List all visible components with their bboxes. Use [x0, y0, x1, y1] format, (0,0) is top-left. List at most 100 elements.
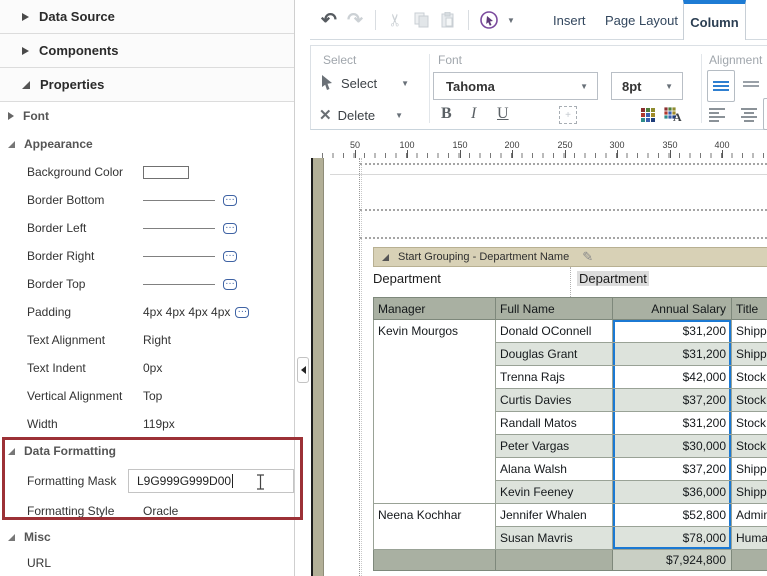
section-font[interactable]: Font [0, 102, 294, 130]
background-color-button[interactable] [641, 108, 655, 122]
table-row: Neena Kochhar Jennifer Whalen $52,800 Ad… [373, 503, 767, 550]
delete-tool-button[interactable]: ✕ Delete ▼ [319, 106, 403, 124]
prop-padding-value[interactable]: 4px 4px 4px 4px [143, 305, 231, 319]
title-cell[interactable]: Stock C [731, 388, 767, 412]
salary-cell[interactable]: $78,000 [612, 526, 732, 550]
salary-cell[interactable]: $37,200 [612, 388, 732, 412]
select-tool-button[interactable]: Select ▼ [319, 74, 409, 92]
manager-cell[interactable]: Neena Kochhar [373, 503, 496, 550]
section-data-formatting[interactable]: Data Formatting [0, 438, 294, 464]
border-line-preview[interactable] [143, 227, 215, 229]
prop-text-indent-value[interactable]: 0px [143, 361, 163, 375]
panel-properties[interactable]: Properties [0, 68, 294, 102]
salary-cell[interactable]: $31,200 [612, 411, 732, 435]
full-name-cell[interactable]: Kevin Feeney [495, 480, 613, 504]
table-header-row: Manager Full Name Annual Salary Title [373, 297, 767, 320]
title-cell[interactable]: Shippin [731, 457, 767, 481]
full-name-cell[interactable]: Susan Mavris [495, 526, 613, 550]
salary-cell[interactable]: $30,000 [612, 434, 732, 458]
header-full-name[interactable]: Full Name [495, 297, 613, 320]
cut-icon: ✂ [386, 12, 405, 28]
department-field-cell[interactable]: Department [571, 267, 767, 297]
align-center-button[interactable] [741, 108, 757, 122]
bold-button[interactable]: B [441, 105, 452, 122]
full-name-cell[interactable]: Randall Matos [495, 411, 613, 435]
border-line-preview[interactable] [143, 283, 215, 285]
salary-cell[interactable]: $31,200 [612, 319, 732, 343]
title-cell[interactable]: Admini [731, 503, 767, 527]
tab-page-layout[interactable]: Page Layout [605, 0, 678, 40]
salary-cell[interactable]: $37,200 [612, 457, 732, 481]
full-name-cell[interactable]: Alana Walsh [495, 457, 613, 481]
full-name-cell[interactable]: Donald OConnell [495, 319, 613, 343]
ellipsis-icon[interactable]: … [223, 249, 237, 262]
edit-pencil-icon[interactable]: ✎ [582, 249, 594, 264]
ellipsis-icon[interactable]: … [223, 221, 237, 234]
undo-button[interactable]: ↶ [316, 7, 342, 33]
align-top-icon [713, 81, 729, 91]
title-cell[interactable]: Human [731, 526, 767, 550]
prop-vertical-alignment-value[interactable]: Top [143, 389, 163, 403]
section-appearance[interactable]: Appearance [0, 130, 294, 158]
toolbar-separator [375, 10, 376, 30]
font-family-select[interactable]: Tahoma ▼ [433, 72, 598, 100]
ellipsis-icon[interactable]: … [223, 277, 237, 290]
preview-button[interactable] [476, 7, 502, 33]
total-full-name-cell[interactable] [495, 549, 613, 571]
underline-button[interactable]: U [497, 105, 509, 122]
sidebar-collapse-handle[interactable] [297, 357, 309, 383]
align-middle-button[interactable] [743, 81, 759, 87]
ellipsis-icon[interactable]: … [235, 305, 250, 318]
title-cell[interactable]: Stock C [731, 434, 767, 458]
manager-cell[interactable]: Kevin Mourgos [373, 319, 496, 504]
formatting-mask-input[interactable]: L9G999G999D00 [128, 469, 294, 493]
department-label-cell[interactable]: Department [373, 267, 571, 297]
tab-column[interactable]: Column [683, 0, 746, 40]
header-annual-salary[interactable]: Annual Salary [612, 297, 732, 320]
group-band[interactable]: Start Grouping - Department Name ✎ [373, 247, 767, 267]
title-cell[interactable]: Shippin [731, 319, 767, 343]
full-name-cell[interactable]: Douglas Grant [495, 342, 613, 366]
title-cell[interactable]: Shippin [731, 342, 767, 366]
prop-border-top-label: Border Top [27, 277, 86, 291]
borders-button[interactable]: + [559, 106, 577, 124]
font-family-value: Tahoma [446, 78, 495, 94]
salary-cell[interactable]: $36,000 [612, 480, 732, 504]
align-top-button[interactable] [707, 70, 735, 102]
border-line-preview[interactable] [143, 255, 215, 257]
border-line-preview[interactable] [143, 199, 215, 201]
salary-cell[interactable]: $52,800 [612, 503, 732, 527]
header-title[interactable]: Title [731, 297, 767, 320]
prop-text-alignment-value[interactable]: Right [143, 333, 172, 347]
font-size-select[interactable]: 8pt ▼ [611, 72, 683, 100]
full-name-cell[interactable]: Trenna Rajs [495, 365, 613, 389]
header-manager[interactable]: Manager [373, 297, 496, 320]
preview-dropdown[interactable]: ▼ [502, 7, 520, 33]
total-title-cell[interactable] [731, 549, 767, 571]
background-color-swatch[interactable] [143, 165, 189, 179]
prop-formatting-style-value[interactable]: Oracle [143, 504, 179, 518]
title-cell[interactable]: Shippin [731, 480, 767, 504]
full-name-cell[interactable]: Jennifer Whalen [495, 503, 613, 527]
section-misc[interactable]: Misc [0, 524, 294, 550]
salary-cell[interactable]: $42,000 [612, 365, 732, 389]
tab-insert[interactable]: Insert [553, 0, 586, 40]
italic-button[interactable]: I [471, 105, 477, 122]
title-cell[interactable]: Stock C [731, 365, 767, 389]
panel-components[interactable]: Components [0, 34, 294, 68]
full-name-cell[interactable]: Peter Vargas [495, 434, 613, 458]
title-cell[interactable]: Stock C [731, 411, 767, 435]
panel-data-source[interactable]: Data Source [0, 0, 294, 34]
ellipsis-icon[interactable]: … [223, 193, 237, 206]
total-salary-cell[interactable]: $7,924,800 [612, 549, 732, 571]
group-band-label: Start Grouping - Department Name [398, 251, 570, 263]
font-color-button[interactable] [664, 107, 676, 119]
total-manager-cell[interactable] [373, 549, 496, 571]
prop-width-value[interactable]: 119px [143, 417, 175, 431]
salary-cell[interactable]: $31,200 [612, 342, 732, 366]
align-extra-button[interactable] [763, 98, 767, 130]
full-name-cell[interactable]: Curtis Davies [495, 388, 613, 412]
ribbon-toolbar: Select Select ▼ ✕ Delete ▼ Font Tahoma ▼… [310, 45, 767, 130]
align-left-button[interactable] [709, 108, 725, 122]
